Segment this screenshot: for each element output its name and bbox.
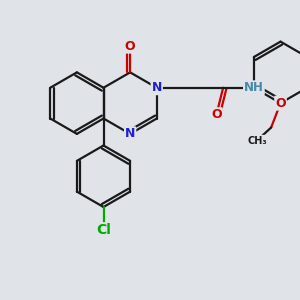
- Text: NH: NH: [244, 81, 264, 94]
- Text: N: N: [152, 81, 162, 94]
- Text: O: O: [125, 40, 135, 52]
- Text: Cl: Cl: [96, 223, 111, 237]
- Text: O: O: [211, 108, 222, 121]
- Text: O: O: [275, 97, 286, 110]
- Text: CH₃: CH₃: [247, 136, 267, 146]
- Text: N: N: [125, 128, 135, 140]
